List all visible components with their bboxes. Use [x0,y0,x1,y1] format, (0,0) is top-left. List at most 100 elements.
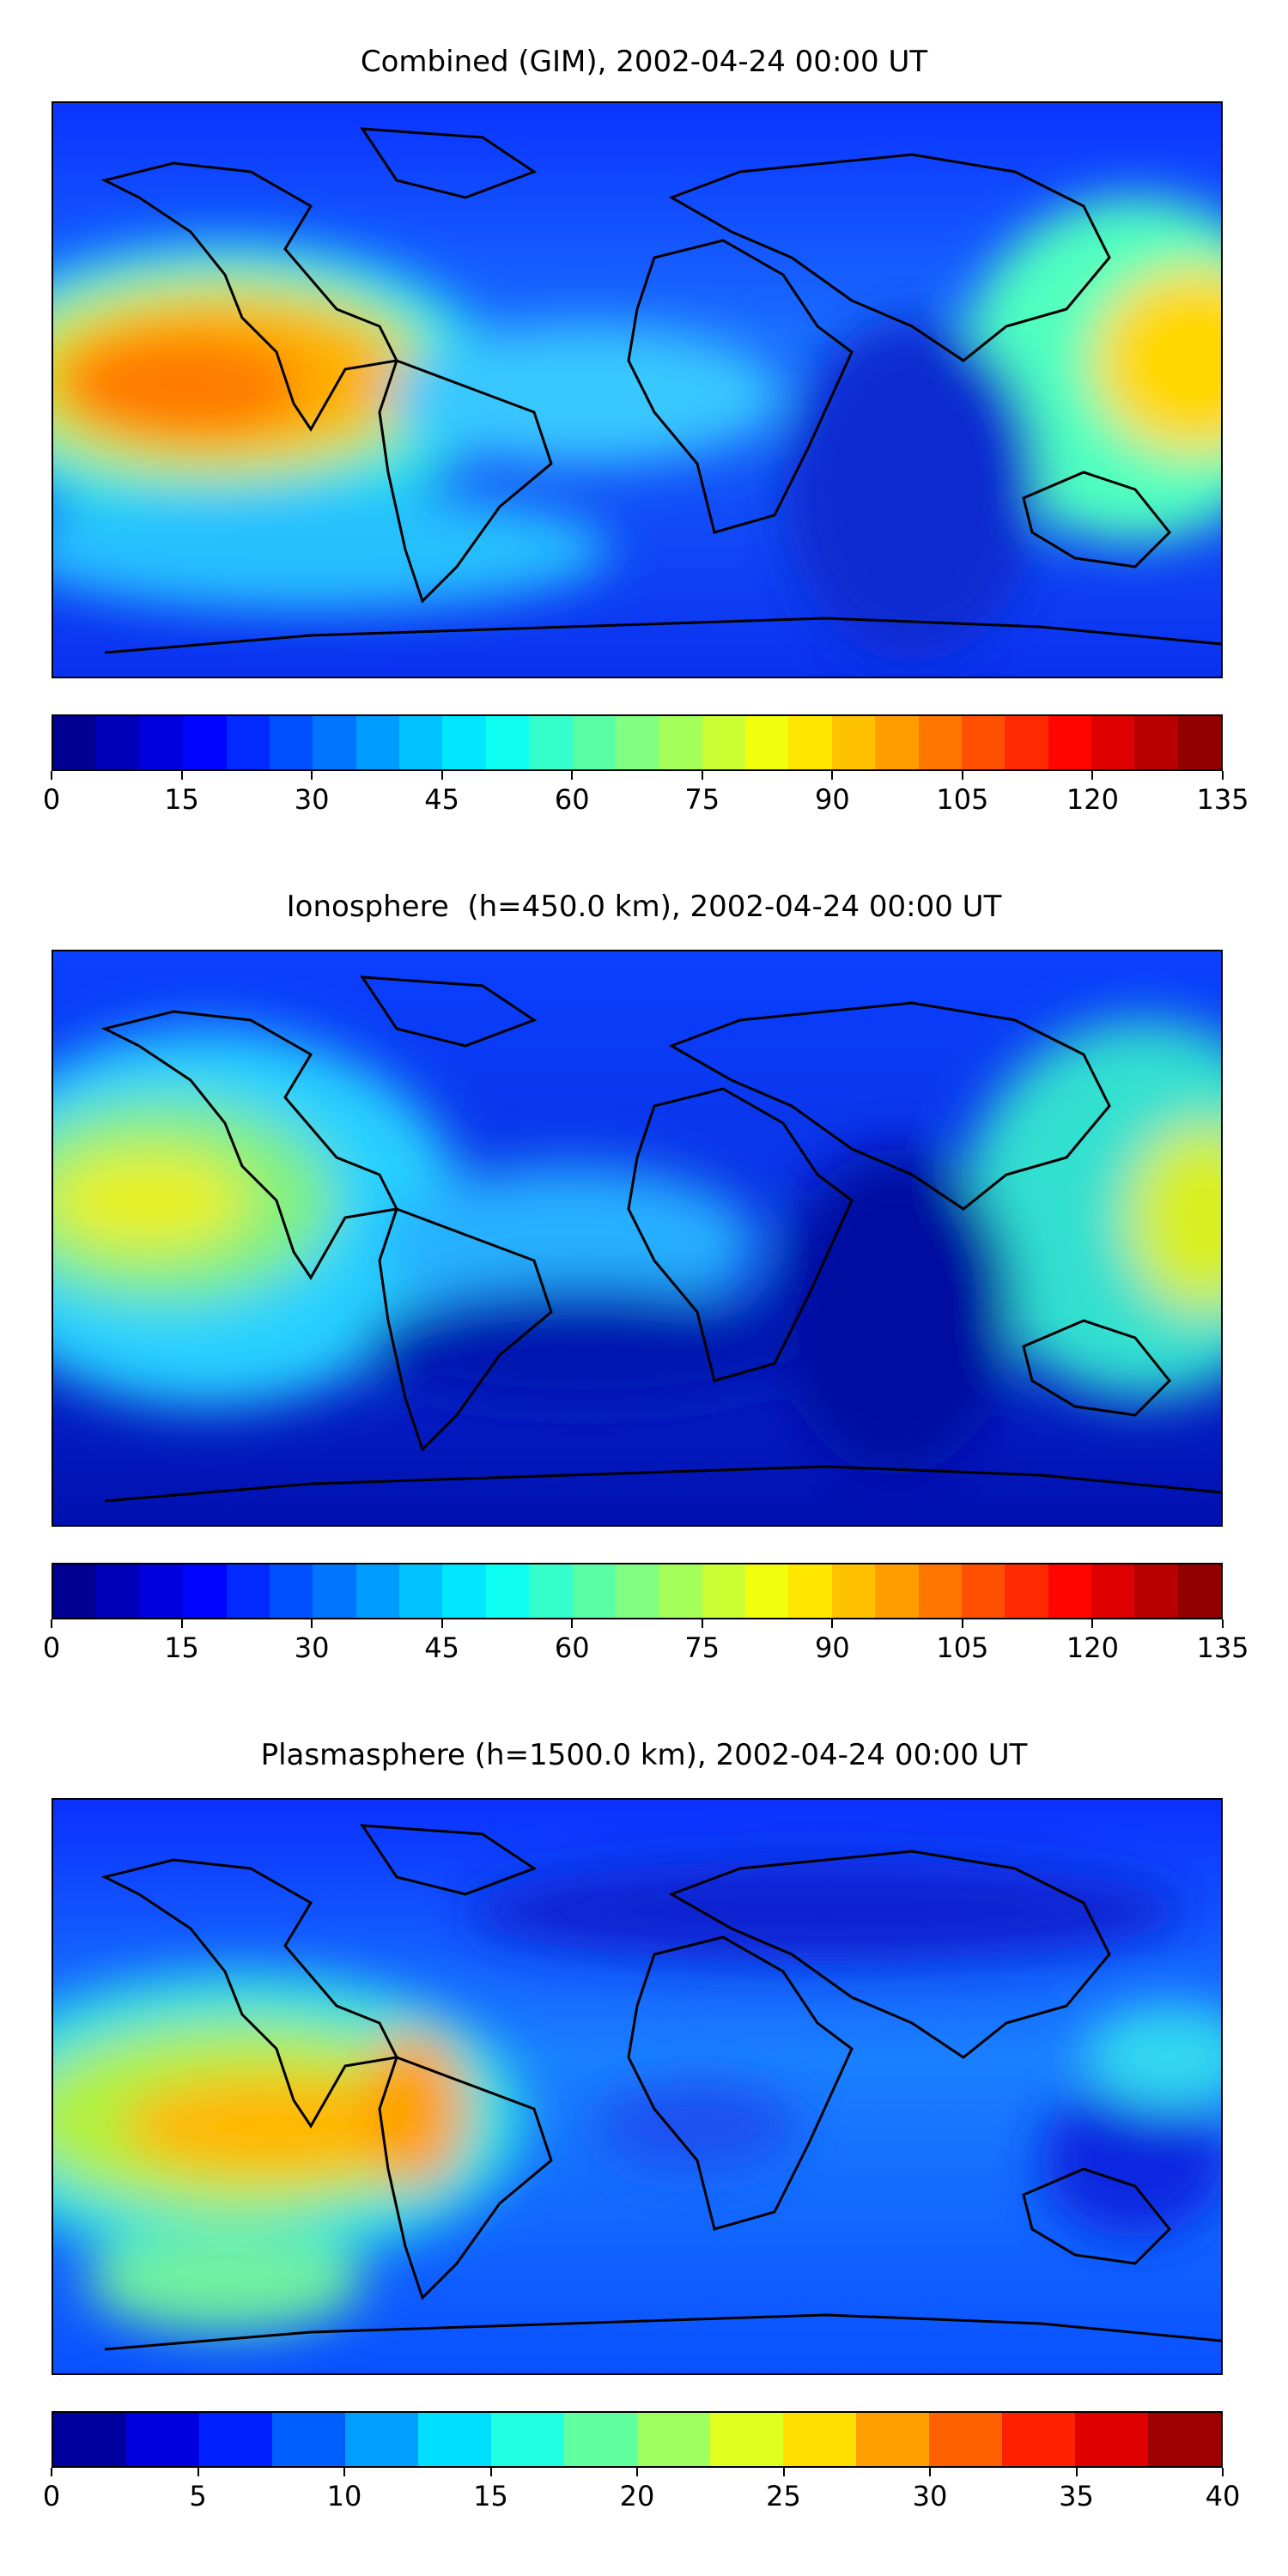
colorbar-segment [1005,716,1048,769]
colorbar-tick [831,771,834,780]
colorbar-segment [918,716,962,769]
colorbar-segment [529,716,573,769]
colorbar-segment [831,716,876,769]
colorbar-tick-label: 60 [554,1631,590,1664]
colorbar-segment [355,716,399,769]
colorbar-tick [571,1619,574,1628]
colorbar-segment [53,1564,97,1618]
colorbar-segment [355,1564,399,1618]
colorbar-segment [615,1564,659,1618]
colorbar-ticks-combined: 0 15 30 45 60 75 90 105 120 135 [43,771,1249,816]
colorbar-tick-label: 90 [814,1631,850,1664]
colorbar-tick [180,1619,183,1628]
colorbar-tick-label: 15 [164,783,199,816]
colorbar-segment [1177,1564,1222,1618]
colorbar-segment [1148,2413,1221,2466]
colorbar-tick-label: 135 [1196,1631,1249,1664]
colorbar-segment [659,1564,702,1618]
colorbar-tick-label: 75 [684,1631,720,1664]
colorbar-tick [51,1619,52,1628]
colorbar-segment [399,716,443,769]
colorbar-segment [572,1564,616,1618]
colorbar-segment [702,716,745,769]
colorbar-segment [529,1564,573,1618]
colorbar-segment [226,716,270,769]
colorbar-tick-label: 45 [424,1631,460,1664]
colorbar-tick [311,1619,313,1628]
colorbar-segment [615,716,659,769]
colorbar-segment [272,2413,345,2466]
colorbar-tick-label: 90 [814,783,850,816]
colorbar-segment [442,716,486,769]
colorbar-segment [1002,2413,1075,2466]
colorbar-segment [1091,716,1135,769]
colorbar-segment [226,1564,270,1618]
colorbar-segment [96,1564,140,1618]
colorbar-tick-label: 20 [619,2480,655,2512]
colorbar-segment [485,716,530,769]
colorbar-segment [875,1564,919,1618]
colorbar-tick-label: 30 [294,1631,330,1664]
map-combined [52,101,1223,678]
colorbar-tick [1222,1619,1224,1628]
colorbar-segment [1091,1564,1135,1618]
colorbar-segment [1177,716,1222,769]
colorbar-tick [1091,771,1094,780]
colorbar-tick [311,771,313,780]
colorbar-segment [53,716,97,769]
colorbar-segment [183,1564,227,1618]
colorbar-segment [418,2413,491,2466]
colorbar-segment [269,1564,313,1618]
colorbar-tick-label: 60 [554,783,590,816]
colorbar-segment [929,2413,1002,2466]
colorbar-segment [1048,1564,1091,1618]
colorbar-combined [52,714,1223,771]
colorbar-tick-label: 120 [1066,1631,1119,1664]
colorbar-plasmasphere [52,2411,1223,2468]
colorbar-ionosphere [52,1563,1223,1619]
colorbar-tick [571,771,574,780]
colorbar-tick-label: 45 [424,783,460,816]
colorbar-tick [1075,2468,1078,2476]
colorbar-segment [961,716,1005,769]
colorbar-segment [1005,1564,1048,1618]
colorbar-segment [745,1564,789,1618]
colorbar-segment [788,716,832,769]
colorbar-segment [442,1564,486,1618]
map-plasmasphere [52,1798,1223,2375]
colorbar-segment [831,1564,876,1618]
colorbar-ticks-ionosphere: 0 15 30 45 60 75 90 105 120 135 [43,1619,1249,1664]
colorbar-segment [313,716,356,769]
colorbar-segment [199,2413,272,2466]
colorbar-tick [782,2468,785,2476]
colorbar-segment [572,716,616,769]
colorbar-segment [710,2413,783,2466]
colorbar-tick [51,771,52,780]
colorbar-tick-label: 105 [936,1631,989,1664]
colorbar-segment [139,716,184,769]
colorbar-segment [918,1564,962,1618]
colorbar-segment [1134,1564,1178,1618]
colorbar-tick-label: 15 [164,1631,199,1664]
colorbar-segment [875,716,919,769]
colorbar-tick [636,2468,638,2476]
colorbar-tick-label: 35 [1059,2480,1094,2512]
colorbar-segment [788,1564,832,1618]
colorbar-segment [564,2413,637,2466]
colorbar-tick [440,771,443,780]
colorbar-segment [659,716,702,769]
colorbar-segment [139,1564,184,1618]
colorbar-tick-label: 105 [936,783,989,816]
colorbar-segment [126,2413,199,2466]
colorbar-segment [637,2413,710,2466]
colorbar-tick [961,771,963,780]
panel-title-combined: Combined (GIM), 2002-04-24 00:00 UT [360,45,928,79]
colorbar-tick-label: 10 [326,2480,362,2512]
colorbar-segment [961,1564,1005,1618]
colorbar-tick-label: 40 [1205,2480,1241,2512]
colorbar-tick [343,2468,345,2476]
colorbar-tick-label: 120 [1066,783,1119,816]
colorbar-segment [783,2413,856,2466]
colorbar-tick-label: 0 [42,1631,61,1664]
colorbar-tick-label: 0 [42,783,61,816]
